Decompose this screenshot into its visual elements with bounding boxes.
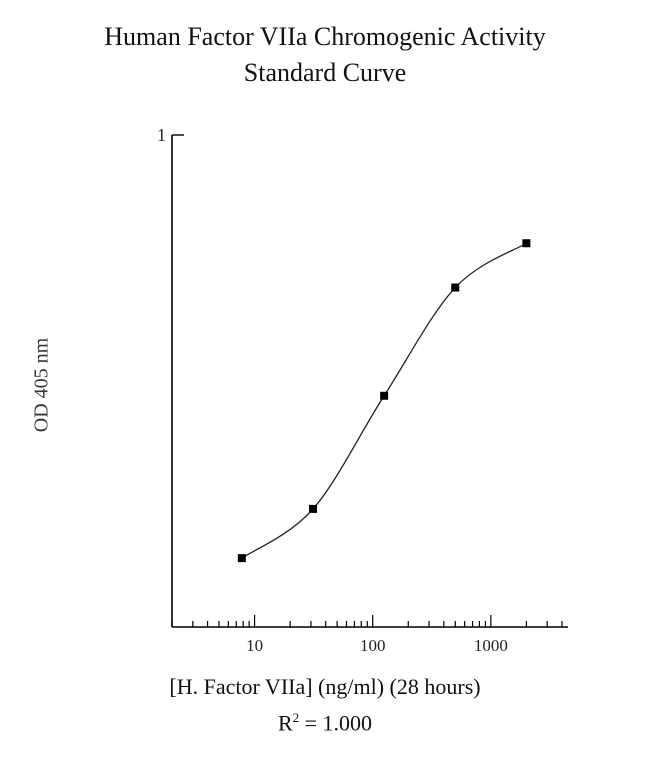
y-axis-label: OD 405 nm <box>30 337 53 433</box>
x-tick-label: 100 <box>360 636 386 655</box>
chart-title-line1: Human Factor VIIa Chromogenic Activity <box>104 22 546 51</box>
series-curve <box>241 242 527 559</box>
data-point <box>380 391 389 400</box>
data-point <box>522 239 531 248</box>
r-squared-exponent: 2 <box>292 710 300 725</box>
x-axis-label: [H. Factor VIIa] (ng/ml) (28 hours) <box>169 674 481 699</box>
x-tick-label: 1000 <box>474 636 508 655</box>
x-tick-label: 10 <box>246 636 263 655</box>
r-squared-symbol: R <box>277 710 293 736</box>
y-tick-label: 1 <box>157 125 166 145</box>
chart-title-line2: Standard Curve <box>243 58 407 87</box>
r-squared-value: = 1.000 <box>299 710 373 736</box>
data-point <box>451 283 460 292</box>
r-squared-label: R2 = 1.000 <box>0 710 650 736</box>
data-point <box>309 504 318 513</box>
data-point <box>237 554 246 563</box>
